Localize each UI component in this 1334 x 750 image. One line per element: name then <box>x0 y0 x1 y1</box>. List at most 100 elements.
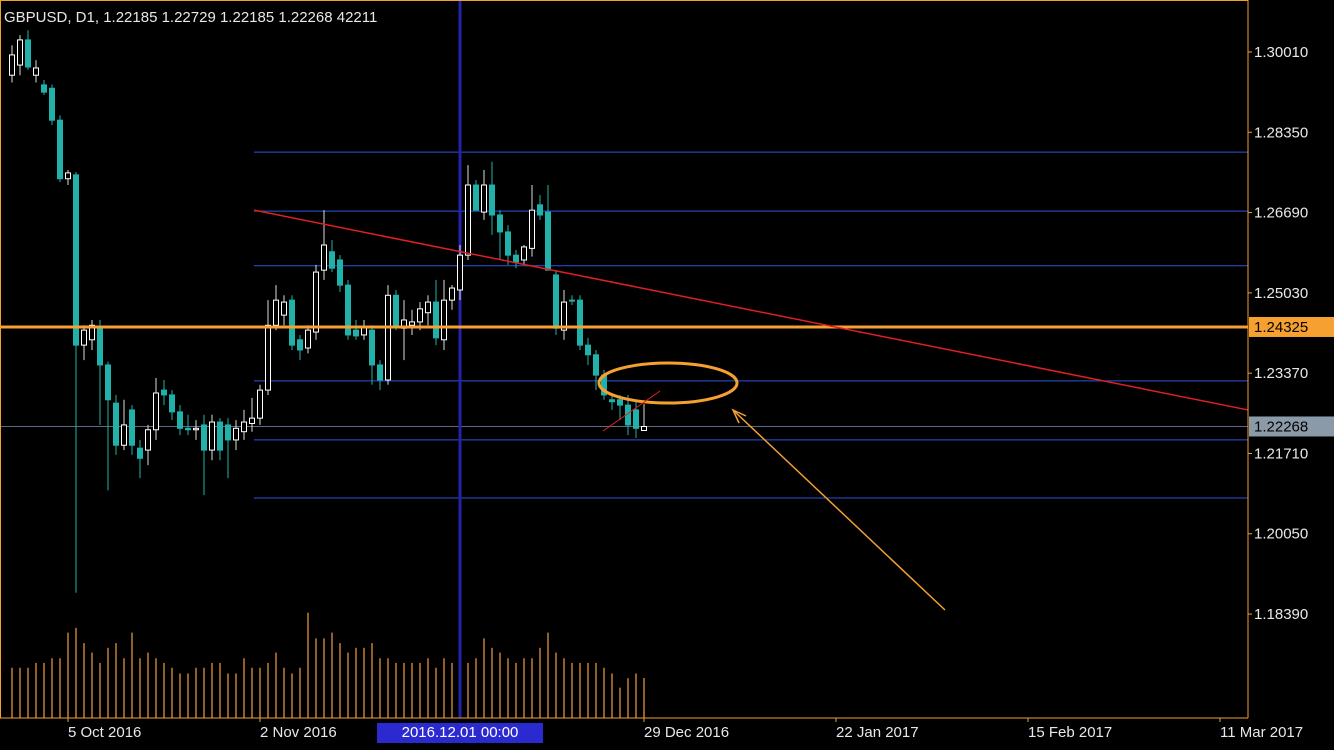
y-tick-label: 1.28350 <box>1254 124 1308 141</box>
candle-body <box>249 417 255 424</box>
candle-body <box>161 389 167 396</box>
y-tick-label: 1.30010 <box>1254 44 1308 61</box>
candle-body <box>441 299 447 341</box>
y-tick-label: 1.23370 <box>1254 365 1308 382</box>
candle-body <box>297 339 303 351</box>
x-tick-label: 5 Oct 2016 <box>68 724 141 741</box>
bid-tag <box>1249 416 1334 437</box>
candle-body <box>377 364 383 381</box>
candle-body <box>145 429 151 451</box>
crosshair-label: 2016.12.01 00:00 <box>402 724 519 741</box>
candle-body <box>97 327 103 366</box>
candle-body <box>49 87 55 121</box>
candle-body <box>193 427 199 431</box>
candle-body <box>609 399 615 403</box>
candle-body <box>305 329 311 349</box>
candle-body <box>41 84 47 93</box>
candle-body <box>369 329 375 366</box>
candle-body <box>33 67 39 76</box>
x-tick-label: 15 Feb 2017 <box>1028 724 1112 741</box>
candle-body <box>633 409 639 429</box>
candle-body <box>409 321 415 326</box>
candle-body <box>473 184 479 211</box>
candle-body <box>209 421 215 451</box>
candle-body <box>25 39 31 68</box>
candle-body <box>337 259 343 286</box>
candle-body <box>113 402 119 446</box>
candle-body <box>201 424 207 451</box>
candle-body <box>641 425 647 431</box>
candle-body <box>569 299 575 302</box>
y-tick-label: 1.26690 <box>1254 205 1308 222</box>
candle-body <box>81 329 87 346</box>
ellipse-drawing <box>597 361 739 405</box>
candle-body <box>617 399 623 406</box>
candle-body <box>513 254 519 263</box>
candle-body <box>465 184 471 256</box>
x-tick-label: 2 Nov 2016 <box>260 724 337 741</box>
candle-body <box>121 424 127 446</box>
candle-body <box>321 244 327 271</box>
candle-body <box>169 394 175 413</box>
candle-body <box>417 308 423 323</box>
candle-body <box>449 287 455 301</box>
y-tick-label: 1.18390 <box>1254 606 1308 623</box>
candle-body <box>185 427 191 431</box>
candle-body <box>73 174 79 346</box>
candle-body <box>273 299 279 326</box>
candle-body <box>481 184 487 213</box>
y-tick-label: 1.21710 <box>1254 445 1308 462</box>
candle-body <box>265 324 271 391</box>
trendline <box>253 209 1249 411</box>
candle-body <box>281 301 287 316</box>
candle-body <box>561 301 567 331</box>
crosshair-tag <box>377 723 543 743</box>
x-tick-label: 29 Dec 2016 <box>644 724 729 741</box>
bid-label: 1.22268 <box>1254 418 1308 435</box>
candle-body <box>65 172 71 180</box>
candle-body <box>433 301 439 339</box>
chart-title: GBPUSD, D1, 1.22185 1.22729 1.22185 1.22… <box>4 9 377 26</box>
candle-body <box>393 294 399 326</box>
candle-body <box>457 254 463 291</box>
candle-body <box>129 409 135 446</box>
candle-body <box>17 39 23 66</box>
arrow-drawing <box>732 409 946 611</box>
candle-body <box>345 284 351 336</box>
candle-body <box>505 231 511 256</box>
candle-body <box>153 392 159 431</box>
candle-body <box>257 389 263 419</box>
candle-body <box>217 421 223 451</box>
candle-body <box>545 211 551 271</box>
candle-body <box>9 54 15 76</box>
small-trendline <box>602 390 661 432</box>
candle-body <box>225 424 231 441</box>
plot <box>0 0 1249 718</box>
candle-body <box>89 324 95 341</box>
candle-body <box>529 209 535 249</box>
candle-body <box>577 299 583 346</box>
y-tick-label: 1.25030 <box>1254 285 1308 302</box>
candle-body <box>521 246 527 261</box>
candle-body <box>241 421 247 433</box>
candle-body <box>497 214 503 233</box>
key-level-label: 1.24325 <box>1254 319 1308 336</box>
candle-body <box>329 251 335 269</box>
y-tick-label: 1.20050 <box>1254 526 1308 543</box>
candle-body <box>137 447 143 459</box>
arrow-head <box>731 408 747 424</box>
candle-body <box>593 354 599 376</box>
candle-body <box>289 299 295 346</box>
candle-body <box>353 329 359 337</box>
candle-body <box>177 411 183 429</box>
candle-body <box>105 364 111 401</box>
candle-body <box>313 271 319 333</box>
key-level-tag <box>1249 316 1334 337</box>
candle-body <box>385 294 391 381</box>
x-tick-label: 22 Jan 2017 <box>836 724 919 741</box>
candle-body <box>537 204 543 216</box>
candle-body <box>233 427 239 441</box>
candle-body <box>489 184 495 216</box>
